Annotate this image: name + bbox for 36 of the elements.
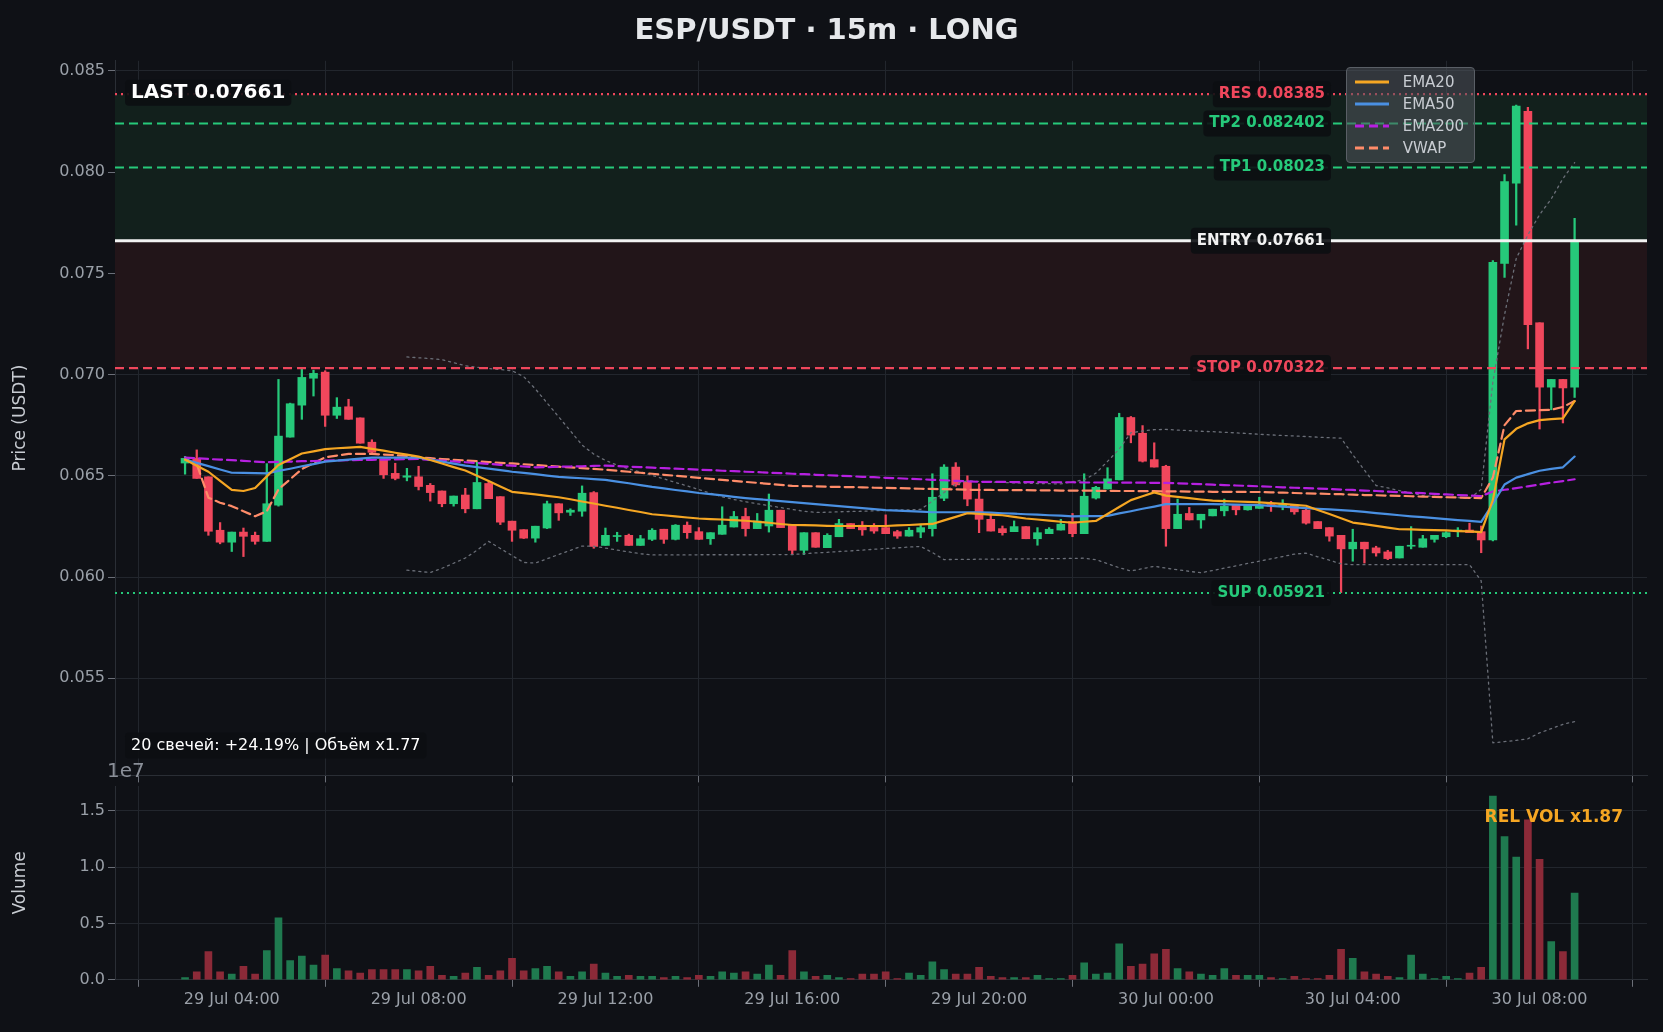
y-tick-label: 0.055: [59, 667, 105, 687]
ref-line-label: ENTRY 0.07661: [1196, 230, 1326, 249]
annotation: REL VOL x1.87: [1484, 806, 1624, 827]
ref-line-label: RES 0.08385: [1218, 84, 1326, 103]
x-tick-label: 30 Jul 00:00: [1117, 988, 1214, 1008]
x-tick-label: 29 Jul 04:00: [183, 988, 280, 1008]
ref-line-label: SUP 0.05921: [1217, 582, 1326, 601]
x-tick-label: 29 Jul 16:00: [744, 988, 841, 1008]
x-tick-label: 29 Jul 08:00: [370, 988, 467, 1008]
x-tick-label: 30 Jul 08:00: [1491, 988, 1588, 1008]
x-tick-label: 30 Jul 04:00: [1304, 988, 1401, 1008]
y-tick-label: 0.075: [59, 262, 105, 282]
y-axis-title: Volume: [8, 851, 29, 915]
y-tick-label: 1.5: [79, 799, 105, 819]
y-tick-label: 0.085: [59, 60, 105, 80]
y-tick-label: 0.060: [59, 566, 105, 586]
legend-label: EMA20: [1402, 72, 1455, 91]
y-tick-label: 0.070: [59, 363, 105, 383]
x-tick-label: 29 Jul 12:00: [557, 988, 654, 1008]
y-tick-label: 0.080: [59, 161, 105, 181]
legend-label: EMA200: [1402, 116, 1464, 135]
text: 1e7: [107, 758, 145, 783]
legend-label: VWAP: [1402, 138, 1447, 157]
annotation: LAST 0.07661: [131, 79, 286, 103]
annotation: 20 свечей: +24.19% | Объём x1.77: [131, 734, 421, 754]
y-tick-label: 0.5: [79, 912, 105, 932]
ref-line-label: STOP 0.070322: [1196, 357, 1326, 376]
chart-title: ESP/USDT · 15m · LONG: [634, 11, 1019, 46]
y-axis-title: Price (USDT): [8, 364, 29, 472]
y-tick-label: 0.0: [79, 968, 105, 988]
y-tick-label: 0.065: [59, 464, 105, 484]
legend-label: EMA50: [1402, 94, 1455, 113]
x-tick-label: 29 Jul 20:00: [931, 988, 1028, 1008]
ref-line-label: TP1 0.08023: [1219, 157, 1326, 176]
ref-line-label: TP2 0.082402: [1209, 113, 1326, 132]
y-tick-label: 1.0: [79, 856, 105, 876]
